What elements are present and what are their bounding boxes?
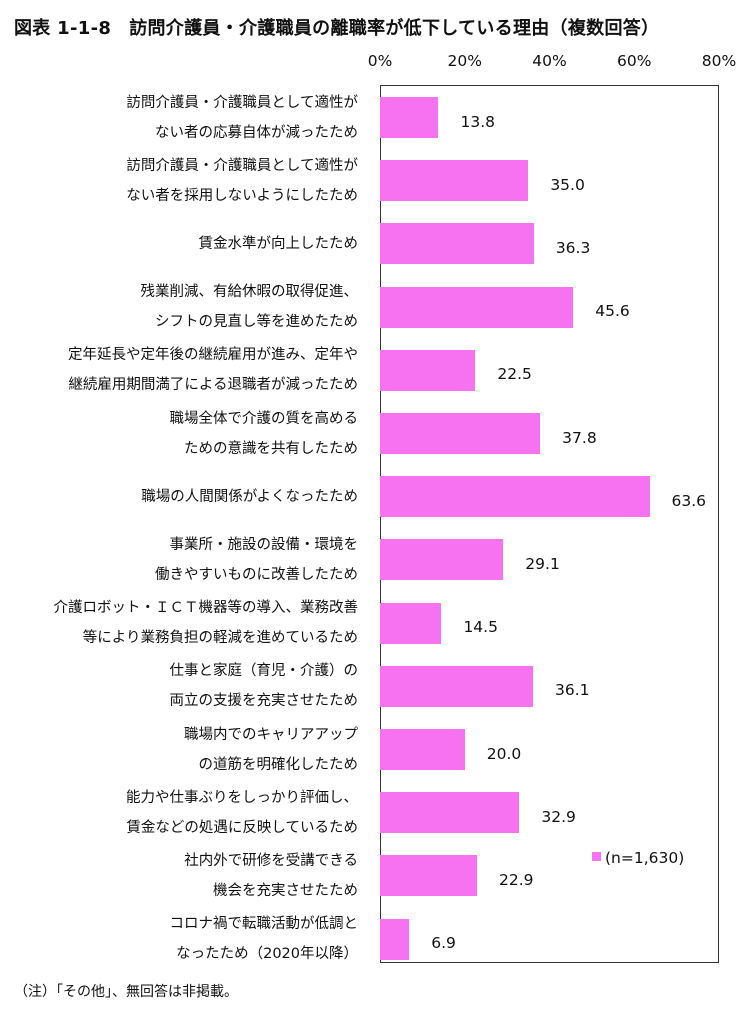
data-label: 63.6 (671, 491, 707, 510)
footnote: （注）「その他」、無回答は非掲載。 (14, 984, 238, 1000)
category-label: 仕事と家庭（育児・介護）の 両立の支援を充実させたため (170, 656, 359, 716)
category-label-line: 賃金などの処遇に反映しているため (126, 819, 358, 836)
category-label: 社内外で研修を受講できる機会を充実させたため (184, 846, 358, 906)
category-label-line: ない者を採用しないようにしたため (126, 187, 358, 204)
category-label-line: 事業所・施設の設備・環境を (169, 536, 359, 553)
category-label: 訪問介護員・介護職員として適性が ない者を採用しないようにしたため (126, 151, 358, 211)
data-label: 22.9 (499, 870, 534, 889)
x-tick-label: 80% (701, 52, 737, 70)
data-label: 14.5 (463, 618, 498, 637)
bar (380, 476, 650, 518)
title-text: 訪問介護員・介護職員の離職率が低下している理由（複数回答） (129, 18, 660, 39)
data-label: 22.5 (497, 365, 532, 384)
category-label-line: ための意識を共有したため (184, 440, 358, 457)
bar (380, 918, 410, 960)
data-label: 6.9 (431, 934, 456, 953)
category-label-line: なったため（2020年以降） (176, 946, 358, 963)
legend: (n=1,630) (592, 849, 684, 867)
category-label-line: 残業削減、有給休暇の取得促進、 (140, 284, 359, 301)
bar (380, 665, 533, 707)
bar (380, 413, 541, 454)
data-label: 45.6 (595, 302, 630, 321)
legend-label: (n=1,630) (605, 849, 685, 867)
category-label-line: 両立の支援を充実させたため (169, 693, 359, 710)
bar (380, 539, 504, 581)
category-label-line: の道筋を明確化したため (198, 756, 359, 773)
x-tick-label: 0% (367, 52, 393, 70)
category-label-line: 働きやすいものに改善したため (155, 566, 358, 583)
bar (380, 286, 574, 328)
category-label: 能力や仕事ぶりをしっかり評価し、 賃金などの処遇に反映しているため (126, 783, 358, 843)
data-label: 36.3 (555, 238, 591, 257)
legend-swatch (592, 852, 601, 861)
bar (380, 97, 439, 138)
category-label-line: ない者の応募自体が減ったため (155, 124, 358, 141)
data-label: 32.9 (541, 807, 576, 826)
category-label: 賃金水準が向上したため (199, 229, 359, 259)
category-label: 訪問介護員・介護職員として適性がない者の応募自体が減ったため (126, 88, 358, 148)
category-label-line: 等により業務負担の軽減を進めているため (82, 630, 358, 647)
category-label: 事業所・施設の設備・環境を働きやすいものに改善したため (155, 530, 358, 590)
category-label-line: 継続雇用期間満了による退職者が減ったため (68, 377, 358, 394)
category-label-line: 職場の人間関係がよくなったため (141, 488, 358, 505)
category-label-line: 能力や仕事ぶりをしっかり評価し、 (126, 789, 358, 806)
bar (380, 160, 529, 202)
category-label: 職場内でのキャリアアップの道筋を明確化したため (184, 720, 358, 780)
chart-title: 図表 1-1-8 訪問介護員・介護職員の離職率が低下している理由（複数回答） (14, 14, 659, 40)
bar (380, 855, 478, 897)
bar (380, 792, 520, 834)
data-label: 29.1 (525, 554, 560, 573)
category-label: 職場全体で介護の質を高めるための意識を共有したため (170, 404, 359, 464)
data-label: 13.8 (460, 112, 495, 131)
category-label-line: シフトの見直し等を進めたため (155, 314, 358, 331)
category-label-line: 職場内でのキャリアアップ (184, 726, 358, 743)
bar (380, 729, 465, 770)
category-label-line: 賃金水準が向上したため (198, 235, 359, 252)
x-tick-label: 60% (617, 52, 652, 70)
category-label-line: 介護ロボット・ＩＣＴ機器等の導入、業務改善 (53, 600, 359, 617)
category-label-line: 仕事と家庭（育児・介護）の (169, 663, 359, 680)
data-label: 37.8 (562, 428, 597, 447)
category-label-line: 職場全体で介護の質を高める (169, 410, 359, 427)
x-tick-label: 20% (447, 52, 482, 70)
data-label: 36.1 (554, 681, 590, 700)
category-label-line: 定年延長や定年後の継続雇用が進み、定年や (68, 347, 358, 364)
category-label-line: 社内外で研修を受講できる (184, 852, 358, 869)
category-label: 介護ロボット・ＩＣＴ機器等の導入、業務改善等により業務負担の軽減を進めているため (54, 593, 359, 653)
category-label: コロナ禍で転職活動が低調と なったため（2020年以降） (170, 909, 359, 969)
data-label: 20.0 (486, 744, 522, 763)
bar (380, 223, 534, 265)
plot-area (380, 85, 719, 963)
category-label: 残業削減、有給休暇の取得促進、シフトの見直し等を進めたため (141, 277, 359, 337)
category-label-line: 機会を充実させたため (213, 882, 358, 899)
bar (380, 349, 476, 391)
category-label: 職場の人間関係がよくなったため (141, 482, 358, 512)
category-label-line: 訪問介護員・介護職員として適性が (126, 94, 358, 111)
data-label: 35.0 (550, 175, 585, 194)
bar (380, 602, 442, 644)
figure-number: 図表 1-1-8 (14, 18, 112, 39)
category-label-line: 訪問介護員・介護職員として適性が (126, 157, 358, 174)
x-tick-label: 40% (532, 52, 567, 70)
category-label-line: コロナ禍で転職活動が低調と (169, 916, 359, 933)
category-label: 定年延長や定年後の継続雇用が進み、定年や 継続雇用期間満了による退職者が減ったため (68, 340, 358, 400)
